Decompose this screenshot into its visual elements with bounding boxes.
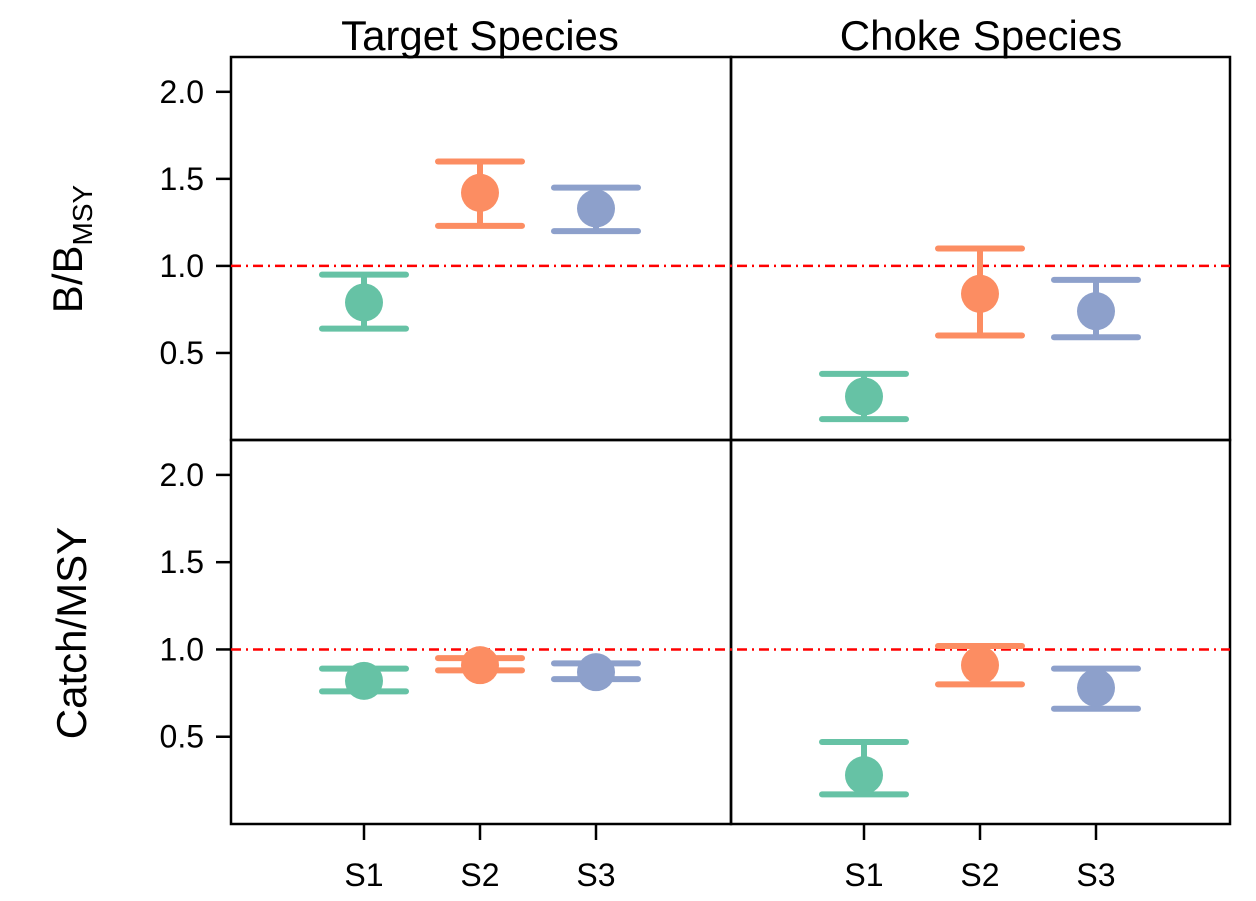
column-title-target: Target Species — [341, 12, 619, 59]
y-tick-label: 0.5 — [160, 335, 204, 371]
axes: 0.5 1.0 1.5 2.0 0.5 1.0 1.5 2.0 S1 S2 S3 S1 S2 S3 — [160, 74, 1116, 893]
data-point — [577, 653, 615, 692]
panel-border-r1-c1 — [729, 438, 1232, 826]
data-point — [845, 756, 883, 795]
x-tick-label: S2 — [960, 857, 999, 893]
error-point-S1 — [819, 738, 909, 798]
y-axis-label-bottom: Catch/MSY — [48, 527, 95, 739]
y-tick-label: 1.0 — [160, 248, 204, 284]
y-tick-label: 2.0 — [160, 457, 204, 493]
error-point-S2 — [435, 158, 525, 229]
data-marks — [319, 158, 1141, 798]
data-point — [845, 377, 883, 416]
y-tick-label: 1.5 — [160, 161, 204, 197]
y-axis-label-top-sub: MSY — [67, 184, 98, 245]
data-point — [961, 646, 999, 685]
data-point — [577, 189, 615, 228]
y-tick-label: 2.0 — [160, 74, 204, 110]
error-point-S2 — [435, 646, 525, 685]
data-point — [461, 646, 499, 685]
data-point — [961, 274, 999, 313]
error-point-S3 — [1051, 665, 1141, 712]
panel-border-r1-c0 — [229, 438, 733, 826]
x-tick-label: S3 — [1076, 857, 1115, 893]
error-point-S1 — [819, 370, 909, 423]
data-point — [461, 173, 499, 212]
data-point — [1077, 668, 1115, 707]
error-point-S3 — [1051, 276, 1141, 341]
error-point-S1 — [319, 271, 409, 332]
data-point — [1077, 292, 1115, 331]
x-tick-label: S1 — [844, 857, 883, 893]
error-point-S3 — [551, 653, 641, 692]
y-tick-label: 1.0 — [160, 631, 204, 667]
reference-lines — [231, 264, 1230, 651]
panel-border-r0-c0 — [229, 55, 733, 442]
error-point-S1 — [319, 661, 409, 700]
data-point — [345, 283, 383, 322]
x-tick-label: S2 — [460, 857, 499, 893]
error-point-S2 — [935, 642, 1025, 688]
y-tick-label: 0.5 — [160, 719, 204, 755]
column-title-choke: Choke Species — [840, 12, 1123, 59]
y-axis-label-top: B/BMSY — [44, 184, 98, 313]
x-tick-label: S1 — [344, 857, 383, 893]
x-tick-label: S3 — [576, 857, 615, 893]
y-tick-label: 1.5 — [160, 544, 204, 580]
y-axis-label-top-main: B/B — [44, 245, 91, 313]
error-point-S2 — [935, 245, 1025, 339]
data-point — [345, 661, 383, 700]
error-point-S3 — [551, 184, 641, 235]
